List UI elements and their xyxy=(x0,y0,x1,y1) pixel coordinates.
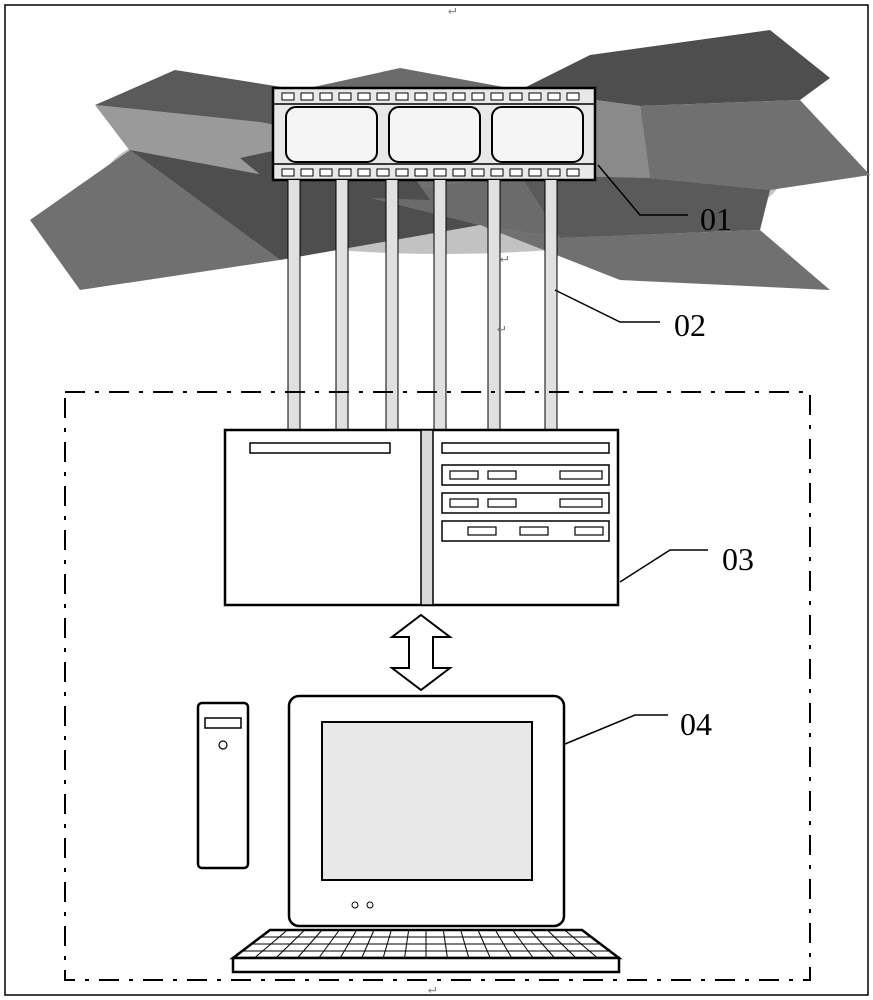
aircraft-facet xyxy=(640,100,870,190)
aircraft-facet xyxy=(480,225,830,290)
bidirectional-arrow xyxy=(392,615,450,690)
return-symbol: ↵ xyxy=(500,250,508,266)
computer-04 xyxy=(198,696,619,972)
return-symbol: ↵ xyxy=(497,320,505,336)
leader-line xyxy=(555,290,660,322)
device-03 xyxy=(225,430,618,605)
label-04: 04 xyxy=(680,706,712,742)
label-02: 02 xyxy=(674,307,706,343)
technical-diagram: 01 02 03 04 ↵ ↵ ↵ ↵ xyxy=(0,0,873,1000)
cartridge-01 xyxy=(273,88,595,180)
return-symbol: ↵ xyxy=(448,2,456,18)
leader-line xyxy=(565,715,668,744)
return-symbol: ↵ xyxy=(428,981,436,997)
label-03: 03 xyxy=(722,541,754,577)
label-01: 01 xyxy=(700,201,732,237)
leader-line xyxy=(620,550,708,582)
